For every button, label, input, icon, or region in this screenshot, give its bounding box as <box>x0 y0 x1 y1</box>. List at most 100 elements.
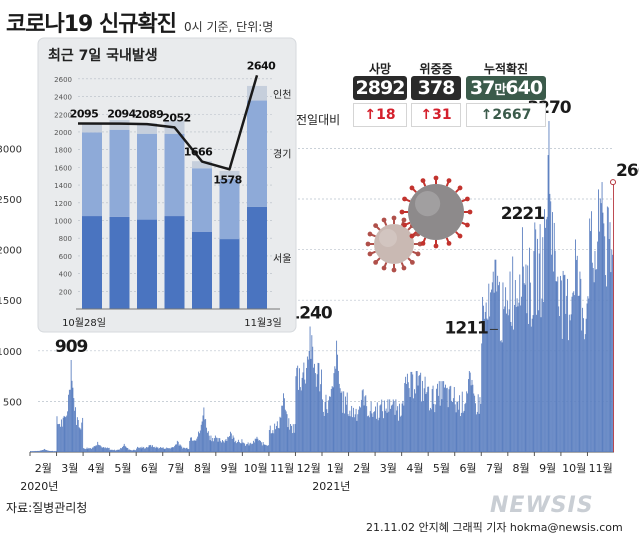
daily-bar <box>297 365 299 452</box>
daily-bar <box>598 231 600 452</box>
daily-bar <box>410 371 412 452</box>
daily-bar <box>285 411 287 452</box>
virus-spike-tip <box>399 209 405 215</box>
daily-bar <box>345 404 347 452</box>
daily-bar <box>222 441 224 452</box>
daily-bar <box>396 410 398 452</box>
virus-spike-tip <box>409 185 415 191</box>
daily-bar <box>202 415 204 452</box>
daily-bar <box>501 342 503 452</box>
daily-bar <box>512 256 514 452</box>
inset-y-tick-label: 2200 <box>54 111 72 119</box>
daily-bar <box>188 448 190 452</box>
daily-bar <box>170 447 172 452</box>
daily-bar <box>241 439 243 452</box>
daily-bar <box>191 437 192 452</box>
daily-bar <box>105 447 107 452</box>
daily-bar <box>54 451 56 452</box>
inset-x-label-end: 11월3일 <box>244 317 282 329</box>
inset-x-label-start: 10월28일 <box>62 317 106 329</box>
daily-bar <box>275 429 276 452</box>
daily-bar <box>292 424 294 452</box>
daily-bar <box>353 417 355 452</box>
daily-bar <box>146 447 148 452</box>
main-y-tick-label: 3000 <box>0 144 22 155</box>
virus-spike-tip <box>381 265 387 271</box>
daily-bar <box>245 445 246 452</box>
daily-bar <box>409 396 411 452</box>
daily-bar <box>568 314 570 452</box>
daily-bar <box>100 446 102 452</box>
inset-stack-label: 서울 <box>273 253 291 265</box>
daily-bar <box>288 418 290 452</box>
daily-bar <box>184 448 186 452</box>
daily-bar <box>518 302 520 452</box>
daily-bar <box>358 409 360 452</box>
inset-line-label: 1666 <box>184 146 213 159</box>
daily-bar <box>276 421 278 452</box>
daily-bar <box>469 372 471 452</box>
daily-bar <box>185 447 187 452</box>
daily-bar <box>262 442 264 452</box>
daily-bar <box>379 405 381 452</box>
daily-bar <box>489 316 491 452</box>
stat-critical-change-value: 31 <box>432 107 452 123</box>
daily-bar <box>149 445 151 452</box>
daily-bar <box>76 424 77 452</box>
daily-bar <box>437 395 439 452</box>
daily-bar <box>407 382 409 452</box>
daily-bar <box>390 408 392 452</box>
inset-bar-gyeonggi <box>192 168 212 232</box>
daily-bar <box>471 379 473 452</box>
daily-bar <box>432 385 434 452</box>
daily-bar <box>495 259 497 452</box>
daily-bar <box>216 437 218 452</box>
daily-bar <box>338 383 340 452</box>
main-x-month-label: 9월 <box>539 462 556 475</box>
inset-bar-seoul <box>219 239 240 309</box>
daily-bar <box>63 415 65 452</box>
daily-bar <box>148 445 150 452</box>
daily-bar <box>30 451 32 452</box>
daily-bar <box>316 374 318 452</box>
daily-bar <box>66 415 68 452</box>
daily-bar <box>152 447 154 452</box>
daily-bar <box>327 413 329 452</box>
daily-bar <box>578 295 580 452</box>
daily-bar <box>213 441 215 452</box>
daily-bar <box>412 374 414 452</box>
daily-bar <box>337 354 338 452</box>
daily-bar <box>37 450 38 452</box>
daily-bar <box>491 282 493 452</box>
daily-bar <box>583 318 584 452</box>
daily-bar <box>322 399 323 452</box>
daily-bar <box>212 438 214 452</box>
daily-bar <box>50 450 52 452</box>
daily-bar <box>215 437 217 452</box>
daily-bar <box>142 447 144 452</box>
daily-bar <box>36 451 38 452</box>
daily-bar <box>444 384 446 452</box>
daily-bar <box>183 447 184 452</box>
daily-bar <box>114 449 115 452</box>
daily-bar <box>110 449 112 452</box>
daily-bar <box>333 373 335 452</box>
daily-bar <box>263 444 265 452</box>
daily-bar <box>37 450 39 452</box>
daily-bar <box>462 412 464 452</box>
daily-bar <box>239 442 241 452</box>
daily-bar <box>244 443 246 452</box>
daily-bar <box>598 189 599 453</box>
daily-bar <box>250 442 252 452</box>
daily-bar <box>279 416 281 452</box>
daily-bar <box>592 268 594 452</box>
daily-bar <box>342 412 344 452</box>
daily-bar <box>434 412 436 452</box>
daily-bar <box>610 272 612 452</box>
daily-bar <box>48 450 50 452</box>
inset-y-tick-label: 1200 <box>54 200 72 208</box>
main-x-month-label: 5월 <box>433 462 450 475</box>
daily-bar <box>450 385 452 452</box>
daily-bar <box>414 389 415 452</box>
daily-bar <box>472 384 474 452</box>
